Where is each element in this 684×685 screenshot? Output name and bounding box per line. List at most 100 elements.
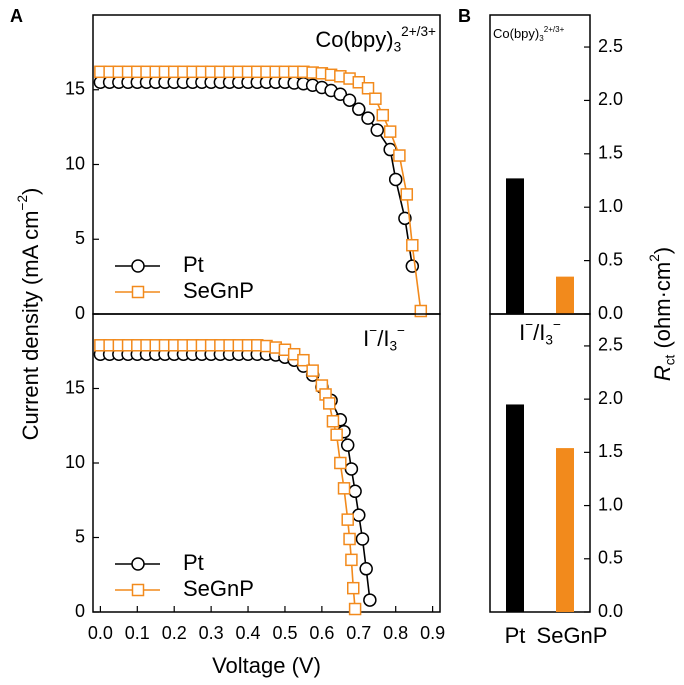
annotation: Co(bpy)32+/3+ xyxy=(493,25,565,43)
y-tick-label: 0.0 xyxy=(598,601,623,621)
marker xyxy=(342,93,357,107)
marker xyxy=(393,149,406,162)
y-tick-label: 5 xyxy=(75,228,85,248)
marker xyxy=(340,438,355,452)
text-part: 3 xyxy=(545,332,553,347)
annotation: I−/I3− xyxy=(363,323,405,353)
marker xyxy=(352,102,366,116)
text-part: Current density (mA cm xyxy=(18,211,43,441)
legend-marker xyxy=(131,259,145,273)
y-tick-label: 15 xyxy=(65,79,85,99)
text-part: I xyxy=(363,326,369,351)
x-axis-label: Voltage (V) xyxy=(212,653,321,678)
marker xyxy=(398,211,412,226)
y-tick-label: 1.5 xyxy=(598,441,623,461)
x-tick-label: 0.2 xyxy=(162,623,187,643)
text-part: 2 xyxy=(647,254,662,262)
text-part: /I xyxy=(377,326,389,351)
marker xyxy=(369,92,382,105)
x-tick-label: 0.4 xyxy=(236,623,261,643)
y-tick-label: 2.5 xyxy=(598,335,623,355)
marker xyxy=(326,415,340,428)
legend-marker xyxy=(131,583,145,597)
text-part: 3 xyxy=(394,39,402,54)
x-tick-label: SeGnP xyxy=(537,623,608,648)
legend-label: SeGnP xyxy=(183,576,254,601)
marker xyxy=(361,111,375,125)
series-line xyxy=(100,81,414,267)
y-tick-label: 10 xyxy=(65,153,85,173)
text-part: ) xyxy=(650,247,675,254)
marker xyxy=(370,123,384,137)
marker xyxy=(400,188,414,201)
x-tick-label: 0.5 xyxy=(272,623,297,643)
y-tick-label: 1.0 xyxy=(598,494,623,514)
y-tick-label: 0 xyxy=(75,303,85,323)
legend-marker xyxy=(131,557,145,571)
marker xyxy=(376,108,390,122)
marker xyxy=(361,82,375,95)
y-tick-label: 1.5 xyxy=(598,143,623,163)
marker xyxy=(323,397,336,410)
marker xyxy=(388,172,403,187)
x-tick-label: 0.9 xyxy=(420,623,445,643)
text-part: 3 xyxy=(389,338,397,353)
marker xyxy=(337,482,351,495)
text-part: − xyxy=(525,317,533,332)
plot-frame xyxy=(489,14,591,315)
text-part: (ohm·cm xyxy=(650,262,675,355)
y-tick-label: 0.0 xyxy=(598,303,623,323)
text-part: R xyxy=(650,365,675,381)
x-tick-label: 0.7 xyxy=(346,623,371,643)
y-tick-label: 5 xyxy=(75,526,85,546)
y-tick-label: 0.5 xyxy=(598,249,623,269)
y-tick-label: 2.0 xyxy=(598,388,623,408)
text-part: Co(bpy) xyxy=(493,26,539,41)
marker xyxy=(363,593,377,607)
annotation: I−/I3− xyxy=(519,317,561,347)
plot-frame xyxy=(92,14,441,315)
text-part: /I xyxy=(533,320,545,345)
y-tick-label: 1.0 xyxy=(598,196,623,216)
x-tick-label: 0.3 xyxy=(199,623,224,643)
x-tick-label: 0.0 xyxy=(88,623,113,643)
y-tick-label: 15 xyxy=(65,377,85,397)
marker xyxy=(334,456,347,470)
y-tick-label: 10 xyxy=(65,452,85,472)
text-part: − xyxy=(397,323,405,338)
bar xyxy=(556,276,574,314)
marker xyxy=(405,259,420,273)
text-part: I xyxy=(519,320,525,345)
panel-label: A xyxy=(10,6,23,26)
marker xyxy=(297,353,310,367)
y-tick-label: 0.5 xyxy=(598,548,623,568)
y-axis-label: Rct (ohm·cm2) xyxy=(647,247,677,381)
annotation: Co(bpy)32+/3+ xyxy=(315,24,436,54)
marker xyxy=(345,553,358,567)
marker xyxy=(344,462,359,476)
bar xyxy=(556,448,574,612)
marker xyxy=(343,532,356,546)
marker xyxy=(306,364,319,377)
x-tick-label: Pt xyxy=(505,623,526,648)
marker xyxy=(383,125,397,138)
x-tick-label: 0.8 xyxy=(383,623,408,643)
marker xyxy=(352,508,366,522)
legend-label: Pt xyxy=(183,252,204,277)
marker xyxy=(406,238,419,252)
text-part: ct xyxy=(662,354,677,365)
legend-label: Pt xyxy=(183,550,204,575)
marker xyxy=(348,602,362,616)
marker xyxy=(333,87,348,101)
text-part: Co(bpy) xyxy=(315,27,393,52)
y-tick-label: 2.5 xyxy=(598,36,623,56)
text-part: 2+/3+ xyxy=(544,25,565,34)
text-part: 3 xyxy=(539,34,544,43)
text-part: − xyxy=(369,323,377,338)
marker xyxy=(359,562,373,576)
x-tick-label: 0.6 xyxy=(309,623,334,643)
plot-frame xyxy=(489,313,591,613)
text-part: 2+/3+ xyxy=(401,24,436,39)
text-part: −2 xyxy=(15,195,30,211)
